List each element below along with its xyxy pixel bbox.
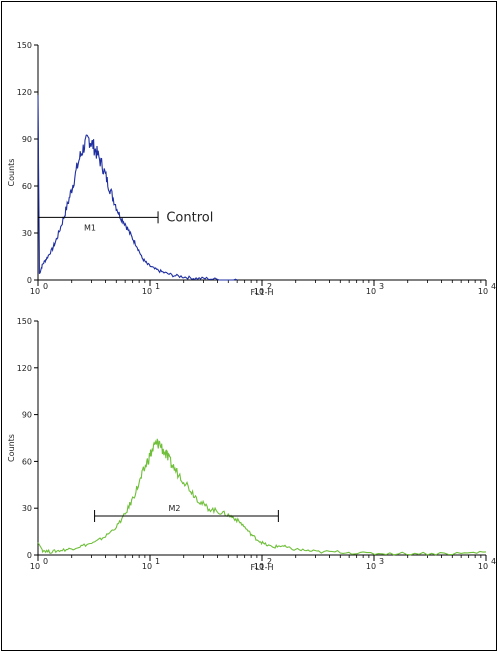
- x-tick-label: 10: [142, 287, 152, 296]
- x-axis-label: FL1-H: [250, 288, 273, 297]
- x-tick-exponent: 2: [267, 557, 272, 566]
- x-tick-label: 10: [142, 562, 152, 571]
- x-tick-exponent: 0: [43, 282, 48, 291]
- x-tick-exponent: 3: [379, 557, 384, 566]
- x-tick-label: 10: [366, 287, 376, 296]
- y-tick-label: 120: [17, 88, 32, 97]
- y-tick-label: 30: [22, 504, 32, 513]
- gate-label: M2: [168, 504, 180, 513]
- y-axis-label: Counts: [7, 434, 16, 462]
- y-tick-label: 120: [17, 364, 32, 373]
- x-tick-exponent: 3: [379, 282, 384, 291]
- y-tick-label: 60: [22, 457, 32, 466]
- y-tick-label: 150: [17, 41, 32, 50]
- x-tick-exponent: 4: [491, 282, 496, 291]
- x-axis-label: FL1-H: [250, 563, 273, 572]
- gate-label: M1: [84, 223, 96, 232]
- y-tick-label: 0: [27, 551, 32, 560]
- x-tick-label: 10: [30, 287, 40, 296]
- y-tick-label: 0: [27, 276, 32, 285]
- x-tick-exponent: 1: [155, 557, 160, 566]
- x-tick-exponent: 1: [155, 282, 160, 291]
- x-tick-label: 10: [254, 287, 264, 296]
- histogram-trace: [37, 438, 487, 556]
- y-tick-label: 60: [22, 182, 32, 191]
- y-tick-label: 90: [22, 411, 32, 420]
- control-annotation: Control: [166, 210, 213, 225]
- x-tick-exponent: 2: [267, 282, 272, 291]
- histogram-trace: [37, 95, 238, 281]
- x-tick-label: 10: [30, 562, 40, 571]
- x-tick-exponent: 0: [43, 557, 48, 566]
- y-tick-label: 90: [22, 135, 32, 144]
- x-tick-label: 10: [478, 287, 488, 296]
- y-tick-label: 30: [22, 229, 32, 238]
- x-tick-label: 10: [478, 562, 488, 571]
- y-tick-label: 150: [17, 317, 32, 326]
- x-tick-label: 10: [366, 562, 376, 571]
- y-axis-label: Counts: [7, 159, 16, 187]
- x-tick-exponent: 4: [491, 557, 496, 566]
- x-tick-label: 10: [254, 562, 264, 571]
